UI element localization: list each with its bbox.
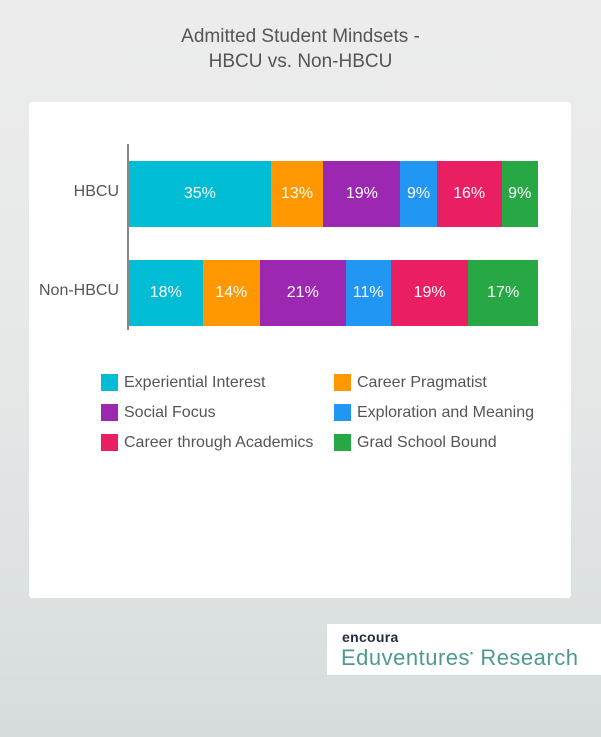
bar-segment: 17% bbox=[468, 260, 538, 326]
row-label-hbcu: HBCU bbox=[73, 183, 119, 200]
legend-label: Exploration and Meaning bbox=[357, 403, 535, 421]
legend-item: Exploration and Meaning bbox=[334, 403, 561, 422]
chart-title-line-2: HBCU vs. Non-HBCU bbox=[208, 51, 393, 72]
bar-segment: 11% bbox=[345, 260, 391, 326]
chart-title: Admitted Student Mindsets - HBCU vs. Non… bbox=[0, 24, 601, 74]
bar-segment: 18% bbox=[129, 260, 203, 326]
encoura-wordmark: encoura bbox=[342, 629, 399, 645]
legend-swatch bbox=[334, 404, 351, 421]
bar-segment: 9% bbox=[501, 161, 538, 227]
bar-segment: 9% bbox=[400, 161, 437, 227]
legend-swatch bbox=[101, 404, 118, 421]
bar-segment: 13% bbox=[270, 161, 324, 227]
legend-label: Experiential Interest bbox=[124, 373, 266, 391]
row-label-non-hbcu: Non-HBCU bbox=[38, 282, 119, 299]
legend-swatch bbox=[334, 374, 351, 391]
bar-segment: 14% bbox=[202, 260, 260, 326]
eduventures-logo: encoura Eduventures• Research bbox=[327, 624, 601, 675]
legend-label: Career through Academics bbox=[124, 433, 314, 451]
legend-label: Grad School Bound bbox=[357, 433, 497, 451]
bar-segment: 19% bbox=[323, 161, 401, 227]
legend-item: Experiential Interest bbox=[101, 373, 334, 392]
bar-non-hbcu: 18% 14% 21% 11% 19% 17% bbox=[129, 260, 538, 326]
legend-swatch bbox=[334, 434, 351, 451]
legend-label: Social Focus bbox=[124, 403, 216, 421]
bar-segment: 16% bbox=[436, 161, 502, 227]
bar-segment: 21% bbox=[259, 260, 346, 326]
bar-hbcu: 35% 13% 19% 9% 16% 9% bbox=[129, 161, 538, 227]
legend: Experiential Interest Career Pragmatist … bbox=[101, 373, 561, 452]
legend-item: Career Pragmatist bbox=[334, 373, 561, 392]
bar-segment: 19% bbox=[390, 260, 469, 326]
chart-title-line-1: Admitted Student Mindsets - bbox=[181, 26, 420, 47]
y-axis-line bbox=[127, 144, 129, 330]
chart-panel: HBCU 35% 13% 19% 9% 16% 9% Non-HBCU 18% 14% 21%… bbox=[29, 102, 571, 598]
legend-item: Social Focus bbox=[101, 403, 334, 422]
legend-swatch bbox=[101, 434, 118, 451]
legend-item: Grad School Bound bbox=[334, 433, 561, 452]
legend-swatch bbox=[101, 374, 118, 391]
bar-segment: 35% bbox=[129, 161, 271, 227]
eduventures-research-wordmark: Eduventures• Research bbox=[341, 645, 579, 670]
legend-item: Career through Academics bbox=[101, 433, 334, 452]
legend-label: Career Pragmatist bbox=[357, 373, 487, 391]
